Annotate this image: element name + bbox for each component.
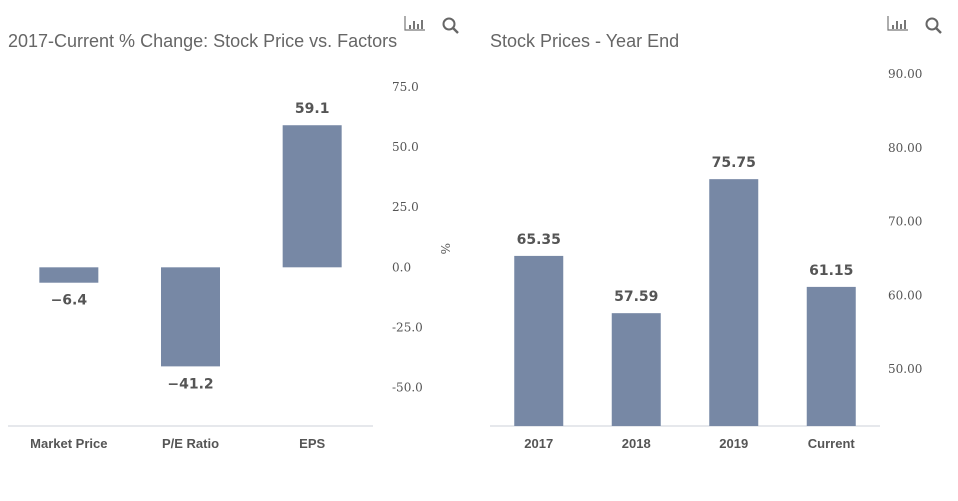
x-tick-label: 2018 [622,436,651,451]
bar-chart-icon[interactable] [887,16,908,31]
y-tick-label: -25.0 [392,320,423,334]
data-label: 61.15 [809,263,853,279]
y-tick-label: 50.0 [392,140,419,154]
chart-title: Stock Prices - Year End [490,31,679,51]
bar-2018[interactable] [611,313,661,426]
y-axis-label: % [438,243,452,254]
chart-1: 2017-Current % Change: Stock Price vs. F… [8,16,459,451]
data-label: 57.59 [614,289,658,305]
bar-eps[interactable] [282,125,342,268]
y-tick-label: -50.0 [392,381,423,395]
x-tick-label: EPS [299,436,325,451]
y-tick-label: 75.0 [392,80,419,94]
chart-title: 2017-Current % Change: Stock Price vs. F… [8,31,397,51]
bar-market-price[interactable] [39,267,99,283]
y-tick-label: 0.0 [392,260,411,274]
y-tick-label: 80.00 [888,141,922,155]
y-tick-label: 60.00 [888,288,922,302]
x-tick-label: P/E Ratio [162,436,219,451]
y-tick-label: 50.00 [888,362,922,376]
chart-2: Stock Prices - Year End 90.00 80.00 70.00 60… [490,16,942,451]
search-icon[interactable] [925,17,942,34]
search-icon[interactable] [442,17,459,34]
x-tick-label: Market Price [30,436,107,451]
y-tick-label: 90.00 [888,67,922,81]
bar-2019[interactable] [709,179,759,426]
y-tick-label: 70.00 [888,215,922,229]
data-label: 59.1 [295,101,330,117]
y-tick-label: 25.0 [392,200,419,214]
bar-p-e-ratio[interactable] [161,267,220,367]
data-label: −6.4 [51,293,88,309]
data-label: 65.35 [517,232,561,248]
x-tick-label: 2017 [524,436,553,451]
x-tick-label: Current [808,436,856,451]
data-label: −41.2 [167,376,213,392]
x-tick-label: 2019 [719,436,748,451]
bar-current[interactable] [806,286,856,426]
bar-chart-icon[interactable] [404,16,425,31]
data-label: 75.75 [712,155,756,171]
bar-2017[interactable] [514,255,564,426]
